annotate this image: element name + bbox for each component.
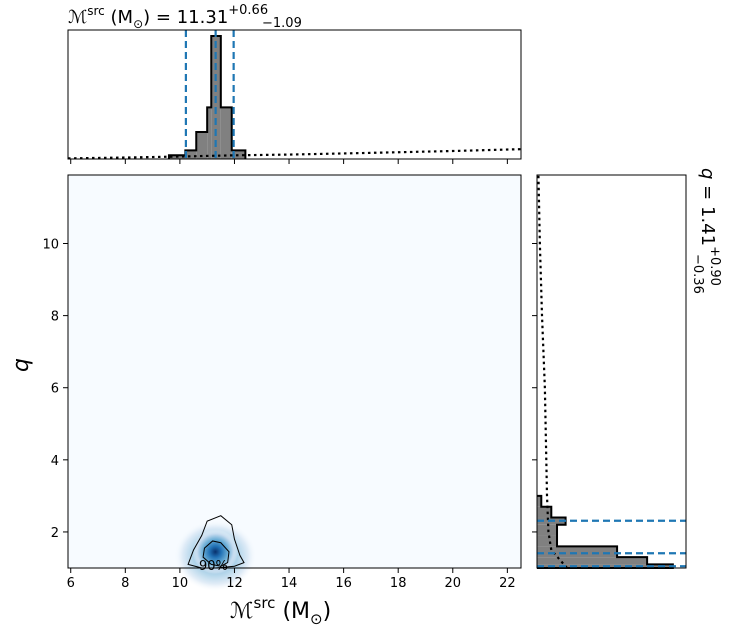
x-tick-label: 16: [335, 576, 352, 591]
q-hist-bar: [537, 524, 558, 536]
q-hist-bar: [537, 495, 542, 507]
mchirp-hist-bar: [196, 131, 208, 159]
y-tick-label: 8: [51, 310, 59, 325]
mchirp-marginal-frame: [67, 29, 522, 160]
mchirp-marginal-panel: [67, 29, 522, 160]
x-tick-label: 20: [445, 576, 462, 591]
q-hist-bar: [537, 506, 552, 518]
mchirp-hist-bar: [231, 150, 246, 159]
q-title-minus: −0.36: [690, 254, 705, 294]
mchirp-title: ℳsrc (M⊙) = 11.31+0.66: [68, 3, 268, 31]
mchirp-hist-bar: [207, 107, 212, 159]
x-axis-label: ℳsrc (M⊙): [230, 594, 331, 628]
q-marginal-frame: [536, 174, 687, 569]
q-marginal-panel: [532, 174, 687, 569]
y-tick-label: 4: [51, 454, 59, 469]
x-tick-label: 18: [390, 576, 407, 591]
svg-text:q = 1.41+0.90: q = 1.41+0.90: [697, 168, 722, 286]
joint-frame: [67, 174, 522, 569]
x-tick-label: 22: [499, 576, 516, 591]
q-title: q = 1.41+0.90 −0.36: [690, 168, 722, 294]
inner-contour: [202, 540, 230, 567]
q-hist-bar: [537, 546, 618, 558]
q-hist-bar: [537, 557, 648, 565]
y-tick-label: 6: [51, 382, 59, 397]
joint-background: [68, 175, 521, 568]
x-tick-label: 14: [281, 576, 298, 591]
mchirp-title-minus: −1.09: [262, 16, 302, 31]
x-tick-label: 12: [226, 576, 243, 591]
mchirp-prior-line: [67, 148, 522, 160]
x-tick-label: 10: [172, 576, 189, 591]
mchirp-hist-bar: [185, 150, 197, 159]
y-axis-label: q: [9, 358, 34, 372]
x-tick-label: 8: [121, 576, 129, 591]
q-prior-line: [537, 174, 568, 569]
x-tick-label: 6: [67, 576, 75, 591]
y-tick-label: 10: [42, 238, 59, 253]
y-tick-label: 2: [51, 526, 59, 541]
q-hist-bar: [537, 535, 558, 547]
contour-label: 90%: [199, 559, 228, 574]
mchirp-hist-bar: [220, 107, 232, 159]
